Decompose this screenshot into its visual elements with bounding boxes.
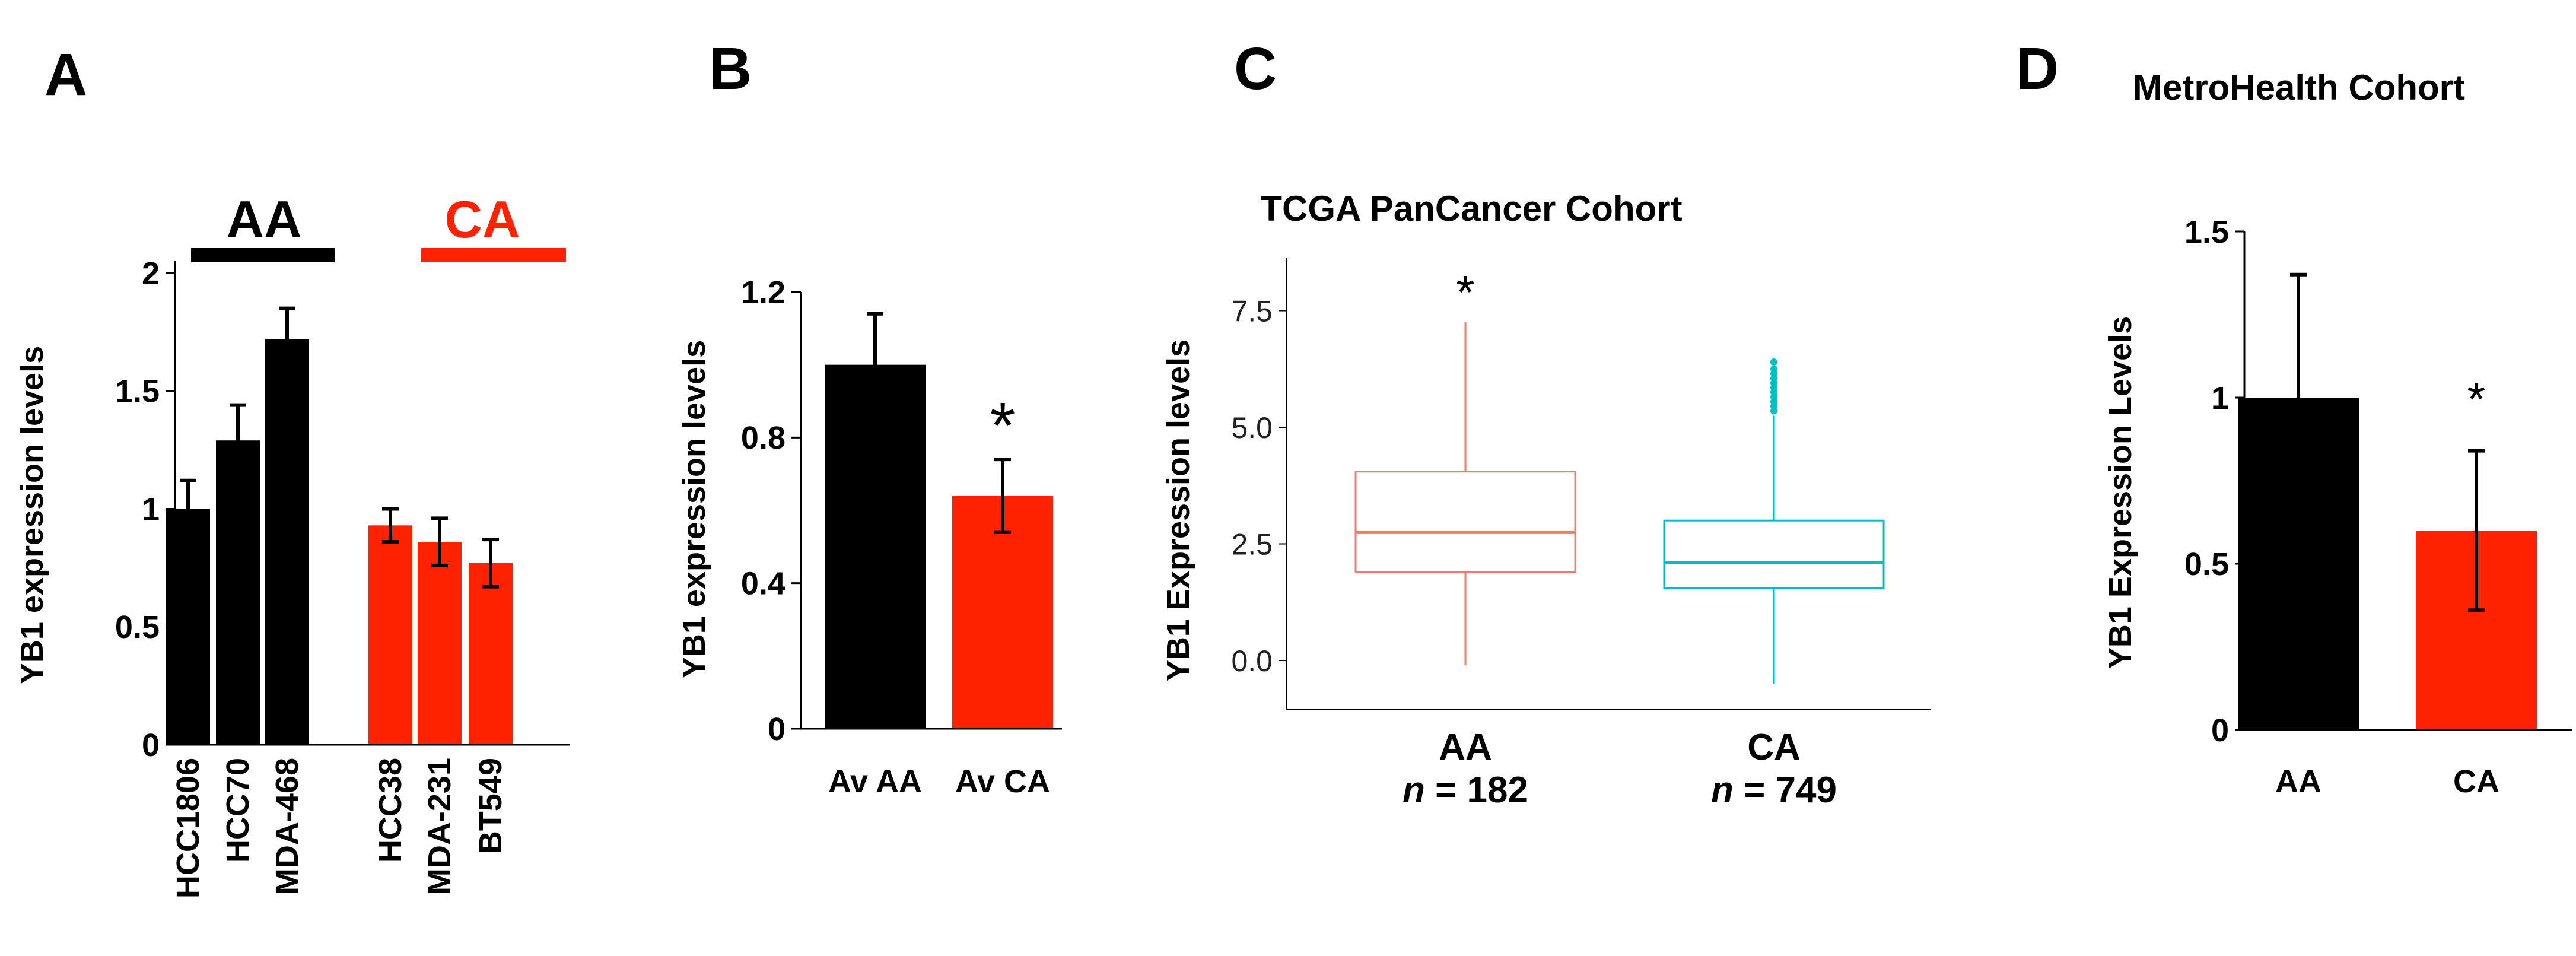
panel-b-y-axis-label: YB1 expression levels — [676, 340, 712, 678]
panel-c-category-aa: AA — [1439, 727, 1492, 768]
panel-c-n-aa-symbol: n — [1403, 770, 1425, 811]
panel-b-av-aa-bar — [825, 364, 926, 729]
panel-d-category-labels: AA CA — [2275, 764, 2499, 799]
panel-c-n-aa: n = 182 — [1403, 770, 1528, 811]
panel-d-letter: D — [2016, 36, 2059, 102]
panel-a-hcc38-bar — [368, 525, 412, 745]
panel-c-box-ca-outlier — [1770, 365, 1777, 373]
panel-b-y-tick-label: 1.2 — [741, 275, 785, 310]
panel-c-n-ca-value: = 749 — [1744, 770, 1837, 811]
panel-a-category-label: MDA-231 — [422, 758, 457, 895]
panel-a-y-tick-label: 2 — [142, 256, 160, 291]
panel-a-category-label: HCC70 — [220, 758, 256, 863]
panel-b-category-label: Av CA — [955, 764, 1050, 799]
panel-c-n-ca-symbol: n — [1711, 770, 1734, 811]
panel-b-category-label: Av AA — [828, 764, 922, 799]
panel-b-y-tick-label: 0.8 — [741, 420, 785, 456]
panel-a-y-tick-label: 1.5 — [115, 374, 160, 409]
panel-b-y-tick-label: 0.4 — [741, 566, 785, 602]
panel-b-letter: B — [709, 36, 752, 102]
panel-d: D MetroHealth Cohort YB1 Expression Leve… — [2016, 36, 2572, 799]
panel-a-y-axis-ticks: 0 0.5 1 1.5 2 — [115, 256, 175, 763]
panel-d-y-axis-ticks: 0 0.5 1 1.5 — [2184, 214, 2244, 748]
panel-d-y-tick-label: 1 — [2211, 380, 2229, 416]
panel-a-y-axis-label: YB1 expression levels — [14, 346, 50, 684]
panel-a: A YB1 expression levels AA CA 00.511.52 … — [14, 42, 570, 898]
panel-c-significance-star: * — [1456, 266, 1474, 319]
panel-d-title: MetroHealth Cohort — [2133, 68, 2465, 107]
panel-b: B YB1 expression levels 0 0.4 0.8 1.2 Av AA… — [676, 36, 1062, 799]
panel-c-y-tick-label: 5.0 — [1231, 411, 1273, 444]
panel-c-y-tick-label: 2.5 — [1231, 528, 1273, 561]
panel-a-category-label: HCC1806 — [170, 758, 206, 898]
panel-c-y-tick-label: 0.0 — [1231, 644, 1273, 678]
panel-b-y-axis-ticks: 0 0.4 0.8 1.2 — [741, 275, 801, 747]
panel-a-letter: A — [44, 42, 87, 108]
panel-a-group-ca-bar — [421, 248, 566, 262]
panel-b-category-labels: Av AA Av CA — [828, 764, 1050, 799]
panel-c-y-axis-ticks: 0.0 2.5 5.0 7.5 — [1231, 295, 1286, 678]
panel-c-box-ca — [1663, 519, 1885, 589]
panel-a-hcc1806-bar — [166, 509, 210, 745]
panel-d-bars — [2238, 272, 2537, 730]
panel-c-category-ca: CA — [1747, 727, 1801, 768]
panel-b-bars — [825, 312, 1053, 729]
panel-a-group-aa-bar — [191, 248, 335, 262]
panel-c-y-axis-label: YB1 Expression levels — [1160, 339, 1196, 681]
panel-d-y-tick-label: 1.5 — [2184, 214, 2229, 250]
panel-a-mda-468-bar — [265, 339, 309, 745]
panel-a-mda-231-bar — [418, 542, 462, 745]
panel-b-y-tick-label: 0 — [768, 712, 785, 747]
panel-a-category-label: BT549 — [473, 758, 508, 854]
panel-c-y-tick-label: 7.5 — [1231, 295, 1273, 328]
panel-a-bt549-bar — [469, 563, 513, 745]
panel-a-group-ca-label: CA — [444, 190, 520, 249]
panel-c-n-ca: n = 749 — [1711, 770, 1837, 811]
panel-a-bars — [166, 306, 513, 745]
panel-d-y-tick-label: 0 — [2211, 713, 2229, 748]
panel-c-n-aa-value: = 182 — [1435, 770, 1528, 811]
panel-d-aa-bar — [2238, 398, 2359, 730]
panel-a-category-label: MDA-468 — [269, 758, 305, 895]
panel-a-category-labels: HCC1806 HCC70 MDA-468 HCC38 MDA-231 BT549 — [170, 758, 508, 898]
panel-a-y-tick-label: 0.5 — [115, 609, 160, 645]
panel-a-y-tick-label: 0 — [142, 728, 160, 763]
panel-b-av-ca-bar — [952, 496, 1053, 729]
panel-c-title: TCGA PanCancer Cohort — [1260, 189, 1682, 228]
panel-d-y-axis-label: YB1 Expression Levels — [2103, 316, 2138, 669]
panel-a-category-label: HCC38 — [373, 758, 408, 863]
panel-c-box-ca-outlier — [1770, 358, 1777, 366]
panel-c: C TCGA PanCancer Cohort YB1 Expression l… — [1160, 36, 1931, 811]
panel-b-significance-star: * — [990, 389, 1016, 462]
panel-c-letter: C — [1234, 36, 1277, 102]
panel-c-boxes — [1354, 322, 1885, 684]
panel-c-box-aa — [1354, 471, 1576, 573]
panel-a-hcc70-bar — [216, 440, 260, 745]
panel-d-category-label: CA — [2453, 764, 2499, 799]
panel-a-group-aa-label: AA — [226, 190, 301, 249]
panel-d-significance-star: * — [2467, 373, 2485, 425]
panel-a-y-tick-label: 1 — [142, 491, 160, 527]
panel-d-y-tick-label: 0.5 — [2184, 547, 2229, 582]
panel-d-category-label: AA — [2275, 764, 2321, 799]
